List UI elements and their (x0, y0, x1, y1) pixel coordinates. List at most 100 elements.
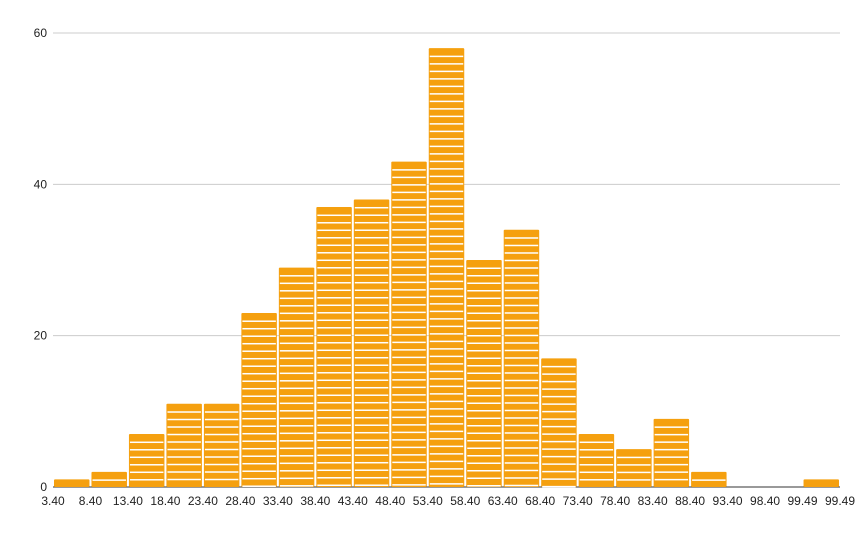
bar-stripe (467, 432, 501, 434)
bar-stripe (354, 244, 389, 246)
y-tick-label: 60 (34, 26, 48, 40)
x-tick-label: 28.40 (225, 494, 255, 508)
bar-stripe (242, 470, 276, 472)
bar-stripe (429, 100, 464, 103)
bar-stripe (167, 456, 201, 458)
bar-stripe (242, 327, 276, 330)
bar-fill (128, 434, 165, 487)
bar-stripe (279, 297, 314, 300)
bar-stripe (429, 393, 464, 395)
bar-stripe (279, 455, 314, 457)
bar-stripe (354, 304, 389, 306)
bar-stripe (504, 364, 539, 367)
bar-stripe (354, 274, 389, 276)
bar-stripe (317, 394, 351, 397)
bar-stripe (467, 297, 501, 299)
bar-stripe (429, 108, 464, 110)
histogram-bar (203, 403, 240, 487)
bar-stripe (167, 471, 201, 473)
bar-stripe (317, 342, 351, 344)
bar-stripe (279, 462, 314, 465)
bar-stripe (429, 438, 464, 440)
bar-stripe (129, 449, 164, 451)
bar-stripe (467, 477, 501, 479)
bar-stripe (579, 456, 614, 459)
histogram-bar (803, 479, 839, 487)
bar-stripe (504, 477, 539, 479)
bar-stripe (504, 424, 539, 427)
bar-stripe (317, 417, 351, 419)
bar-stripe (279, 387, 314, 390)
bar-stripe (392, 439, 426, 441)
bar-stripe (279, 425, 314, 427)
bar-stripe (467, 357, 501, 359)
bar-stripe (317, 357, 351, 359)
bar-stripe (392, 349, 426, 351)
bar-stripe (167, 448, 201, 451)
bar-stripe (429, 273, 464, 275)
bar-stripe (242, 410, 276, 412)
bar-stripe (354, 461, 389, 464)
bar-stripe (504, 484, 539, 487)
bar-stripe (542, 440, 576, 443)
bar-stripe (542, 388, 576, 390)
bar-stripe (504, 469, 539, 472)
bar-stripe (429, 160, 464, 163)
bar-stripe (204, 411, 239, 413)
bar-stripe (467, 372, 501, 374)
bar-stripe (204, 478, 239, 481)
bar-stripe (279, 402, 314, 405)
bar-stripe (654, 448, 689, 451)
bar-fill (54, 479, 90, 487)
bar-stripe (354, 484, 389, 486)
bar-stripe (317, 244, 351, 247)
bar-stripe (317, 402, 351, 404)
bar-stripe (317, 424, 351, 427)
bar-stripe (392, 169, 426, 171)
x-tick-label: 68.40 (525, 494, 555, 508)
bar-stripe (167, 463, 201, 466)
bar-stripe (467, 282, 501, 284)
bar-stripe (242, 357, 276, 360)
bar-stripe (392, 229, 426, 231)
bar-stripe (242, 432, 276, 435)
bar-stripe (392, 266, 426, 269)
bar-stripe (429, 475, 464, 478)
bar-stripe (429, 423, 464, 425)
bar-stripe (392, 296, 426, 299)
histogram-bar (616, 449, 652, 487)
x-tick-label: 23.40 (188, 494, 218, 508)
x-tick-label: 48.40 (375, 494, 405, 508)
bar-stripe (204, 426, 239, 428)
bar-stripe (542, 403, 576, 405)
bar-stripe (429, 78, 464, 80)
bar-stripe (354, 349, 389, 351)
bar-stripe (317, 297, 351, 299)
bar-stripe (392, 416, 426, 419)
bar-stripe (317, 387, 351, 389)
bar-stripe (279, 470, 314, 472)
bar-stripe (429, 280, 464, 283)
bar-stripe (542, 395, 576, 398)
bar-stripe (317, 379, 351, 382)
bar-stripe (654, 433, 689, 436)
bar-stripe (317, 447, 351, 449)
bar-stripe (242, 462, 276, 465)
bar-stripe (429, 183, 464, 185)
bar-stripe (467, 402, 501, 404)
bar-stripe (354, 409, 389, 411)
bar-stripe (279, 485, 314, 487)
bar-stripe (167, 418, 201, 421)
bar-stripe (354, 401, 389, 404)
bar-stripe (467, 312, 501, 314)
bar-stripe (317, 267, 351, 269)
bar-stripe (242, 342, 276, 345)
bar-stripe (467, 305, 501, 307)
bar-stripe (467, 267, 501, 269)
bar-fill (428, 48, 465, 488)
bar-stripe (504, 327, 539, 329)
bar-stripe (242, 372, 276, 375)
bar-stripe (279, 335, 314, 337)
histogram-bar (428, 48, 465, 488)
histogram-bar (353, 199, 390, 487)
